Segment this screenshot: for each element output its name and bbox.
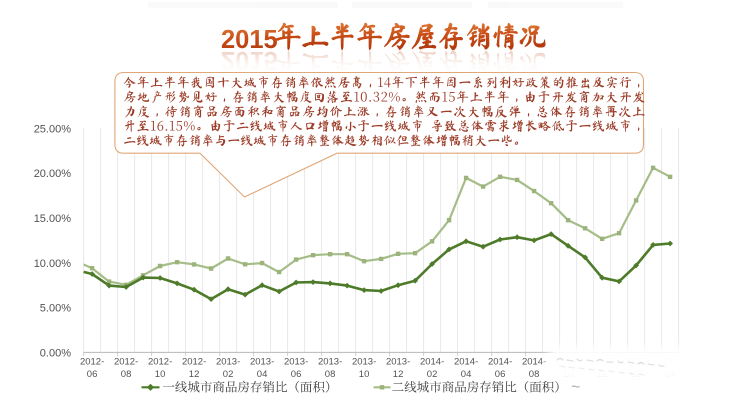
svg-text:2012-: 2012-: [182, 357, 206, 368]
svg-text:2013-: 2013-: [216, 357, 240, 368]
svg-text:08: 08: [121, 369, 132, 380]
svg-text:2013-: 2013-: [318, 357, 342, 368]
svg-text:20.00%: 20.00%: [34, 168, 72, 180]
svg-text:06: 06: [291, 369, 302, 380]
svg-text:2013-: 2013-: [250, 357, 274, 368]
svg-text:04: 04: [461, 369, 472, 380]
svg-text:2015: 2015: [221, 46, 278, 74]
svg-text:2013-: 2013-: [386, 357, 410, 368]
svg-text:2012-: 2012-: [114, 357, 138, 368]
svg-text:06: 06: [495, 369, 506, 380]
svg-text:5.00%: 5.00%: [40, 303, 71, 315]
svg-text:08: 08: [325, 369, 336, 380]
svg-text:02: 02: [223, 369, 234, 380]
svg-text:10: 10: [155, 369, 166, 380]
svg-text:2013-: 2013-: [284, 357, 308, 368]
svg-text:2012-: 2012-: [80, 357, 104, 368]
svg-text:12: 12: [189, 369, 200, 380]
svg-text:06: 06: [87, 369, 98, 380]
svg-text:15.00%: 15.00%: [34, 213, 72, 225]
svg-text:2012-: 2012-: [148, 357, 172, 368]
svg-text:2014-: 2014-: [488, 357, 512, 368]
svg-text:25.00%: 25.00%: [34, 123, 72, 135]
svg-text:2014-: 2014-: [454, 357, 478, 368]
svg-text:12: 12: [393, 369, 404, 380]
svg-text:08: 08: [529, 369, 540, 380]
svg-text:2015: 2015: [221, 26, 278, 54]
svg-text:10: 10: [359, 369, 370, 380]
svg-text:2013-: 2013-: [352, 357, 376, 368]
svg-text:2014-: 2014-: [420, 357, 444, 368]
svg-text:~: ~: [571, 379, 580, 396]
svg-text:0.00%: 0.00%: [40, 347, 71, 359]
svg-text:02: 02: [427, 369, 438, 380]
svg-text:10.00%: 10.00%: [34, 258, 72, 270]
svg-text:2014-: 2014-: [522, 357, 546, 368]
svg-text:04: 04: [257, 369, 268, 380]
